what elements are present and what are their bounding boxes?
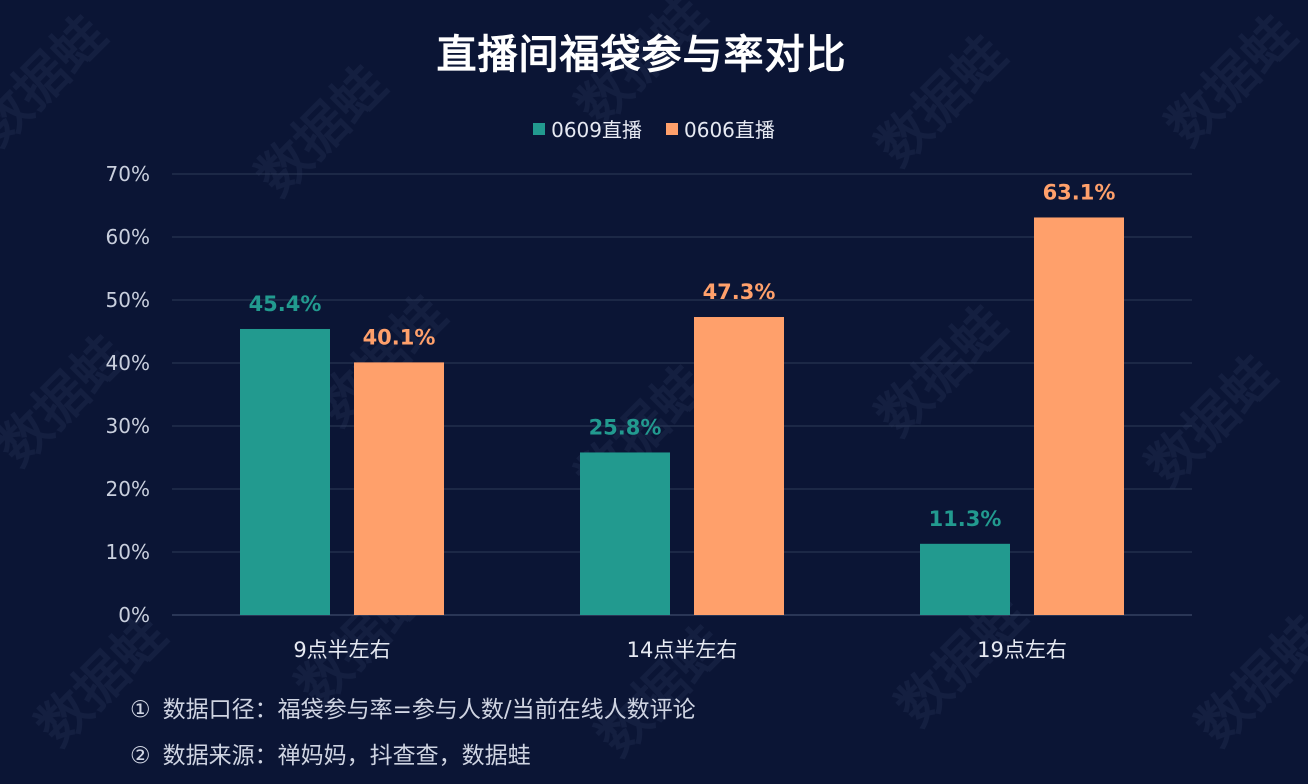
bar-series-b [354,362,444,615]
x-tick-label: 19点左右 [977,638,1067,662]
legend-swatch-series-a [533,122,546,135]
footnote-2-text: 数据来源：禅妈妈，抖查查，数据蛙 [162,743,531,769]
x-tick-label: 9点半左右 [293,638,390,662]
bar-series-b [1034,217,1124,615]
data-label: 11.3% [929,507,1002,531]
bar-series-a [240,328,330,615]
legend-label-series-a: 0609直播 [551,118,642,142]
y-tick-label: 50% [106,288,150,312]
bar-series-a [580,452,670,615]
footnote-2-mark: ② [130,743,151,769]
bar-series-a [920,543,1010,615]
y-tick-label: 0% [118,603,150,627]
data-label: 25.8% [589,415,662,439]
bar-series-b [694,317,784,615]
legend-item-series-b[interactable]: 0606直播 [666,114,775,143]
data-label: 40.1% [363,325,436,349]
chart-title: 直播间福袋参与率对比 [436,32,847,78]
footnote-1-text: 数据口径：福袋参与率=参与人数/当前在线人数评论 [162,697,696,723]
chart-legend: 0609直播 0606直播 [0,114,1308,143]
footnote-1: ① 数据口径：福袋参与率=参与人数/当前在线人数评论 [130,690,696,724]
x-tick-label: 14点半左右 [627,638,738,662]
legend-label-series-b: 0606直播 [684,118,775,142]
y-tick-label: 20% [106,477,150,501]
y-tick-label: 70% [106,162,150,186]
y-tick-label: 30% [106,414,150,438]
y-tick-label: 40% [106,351,150,375]
data-label: 63.1% [1043,180,1116,204]
y-tick-label: 60% [106,225,150,249]
legend-swatch-series-b [666,122,678,135]
y-tick-label: 10% [106,540,150,564]
legend-item-series-a[interactable]: 0609直播 [533,114,642,143]
data-label: 45.4% [249,292,322,316]
footnote-1-mark: ① [130,697,151,723]
data-label: 47.3% [703,280,776,304]
footnote-2: ② 数据来源：禅妈妈，抖查查，数据蛙 [130,736,531,770]
